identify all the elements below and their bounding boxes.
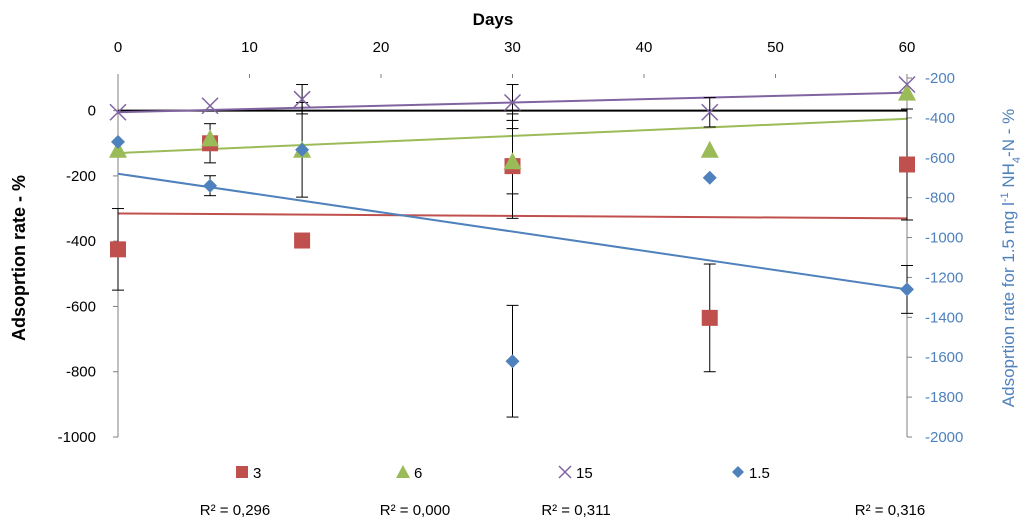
x-tick-label: 10 (241, 39, 258, 56)
y-axis-right-title-mid: NH (999, 163, 1018, 192)
x-tick-label: 0 (114, 39, 122, 56)
r2-label: R² = 0,316 (855, 502, 925, 519)
r2-labels: R² = 0,296 R² = 0,000 R² = 0,311 R² = 0,316 (200, 502, 925, 519)
y-right-tick-label: -600 (925, 150, 955, 167)
x-tick-label: 60 (899, 39, 916, 56)
point-15 (293, 90, 311, 108)
point-15-stroke (701, 103, 719, 121)
y-right-tick-label: -1600 (925, 349, 963, 366)
y-left-tick-label: -800 (66, 364, 96, 381)
point-1.5 (295, 142, 310, 157)
point-15-stroke (201, 97, 219, 115)
point-15 (701, 103, 719, 121)
y-right-tick-label: -1800 (925, 389, 963, 406)
point-1.5 (900, 282, 914, 297)
y-axis-right-title-sub: 4 (1011, 157, 1023, 163)
y-left-tick-label: -400 (66, 233, 96, 250)
y-left-tick-label: 0 (88, 103, 96, 120)
point-15 (503, 93, 522, 112)
point-15-stroke (293, 90, 311, 108)
point-1.5 (111, 134, 125, 149)
point-3 (701, 309, 718, 326)
y-right-tick-label: -2000 (925, 429, 963, 446)
legend-label-3: 3 (253, 465, 261, 482)
point-3 (899, 156, 915, 173)
point-6 (503, 152, 522, 170)
y-axis-left-title: Adsoprtion rate - % (9, 175, 29, 341)
y-right-tick-label: -1400 (925, 309, 963, 326)
point-1.5 (702, 170, 717, 185)
legend-marker-15 (558, 465, 572, 479)
point-6 (109, 140, 127, 158)
trend-line-1.5 (117, 172, 908, 291)
x-axis-title: Days (473, 10, 514, 29)
y-left-tick-label: -200 (66, 168, 96, 185)
legend-marker-6 (396, 465, 410, 478)
markers-layer (109, 75, 916, 369)
point-15-stroke (898, 75, 916, 94)
legend-marker-1.5 (732, 466, 744, 478)
y-right-tick-label: -1200 (925, 269, 963, 286)
x-tick-label: 50 (767, 39, 784, 56)
point-1.5 (505, 354, 520, 369)
point-6 (700, 140, 719, 158)
r2-label: R² = 0,000 (380, 502, 450, 519)
y-left-tick-label: -1000 (58, 429, 96, 446)
point-3 (294, 232, 311, 249)
y-axis-right-title-main: Adsoprtion rate for 1.5 mg l (999, 202, 1018, 407)
r2-label: R² = 0,296 (200, 502, 270, 519)
r2-label: R² = 0,311 (541, 502, 610, 519)
point-15 (109, 103, 127, 121)
point-15-stroke (109, 103, 127, 121)
legend-label-15: 15 (576, 465, 593, 482)
y-right-tick-label: -800 (925, 190, 955, 207)
legend: 3 6 15 1.5 (236, 465, 770, 482)
x-tick-label: 40 (636, 39, 653, 56)
y-right-tick-label: -1000 (925, 230, 963, 247)
point-6 (898, 83, 916, 101)
point-15 (898, 75, 916, 94)
point-15-stroke (503, 93, 522, 112)
y-right-tick-label: -400 (925, 110, 955, 127)
point-1.5 (203, 178, 218, 193)
y-axis-right-title: Adsoprtion rate for 1.5 mg l-1 NH4-N - % (999, 109, 1023, 407)
x-tick-label: 30 (504, 39, 521, 56)
legend-label-1.5: 1.5 (749, 465, 770, 482)
point-3 (110, 241, 126, 258)
y-right-tick-label: -200 (925, 70, 955, 87)
point-6 (201, 129, 220, 147)
legend-marker-3 (236, 466, 248, 478)
x-tick-label: 20 (373, 39, 390, 56)
point-15 (201, 97, 219, 115)
legend-label-6: 6 (414, 465, 422, 482)
y-left-tick-label: -600 (66, 298, 96, 315)
legend-marker-15-stroke (558, 465, 572, 479)
y-axis-right-title-sup: -1 (999, 192, 1011, 202)
y-axis-right-title-end: -N - % (999, 109, 1018, 157)
